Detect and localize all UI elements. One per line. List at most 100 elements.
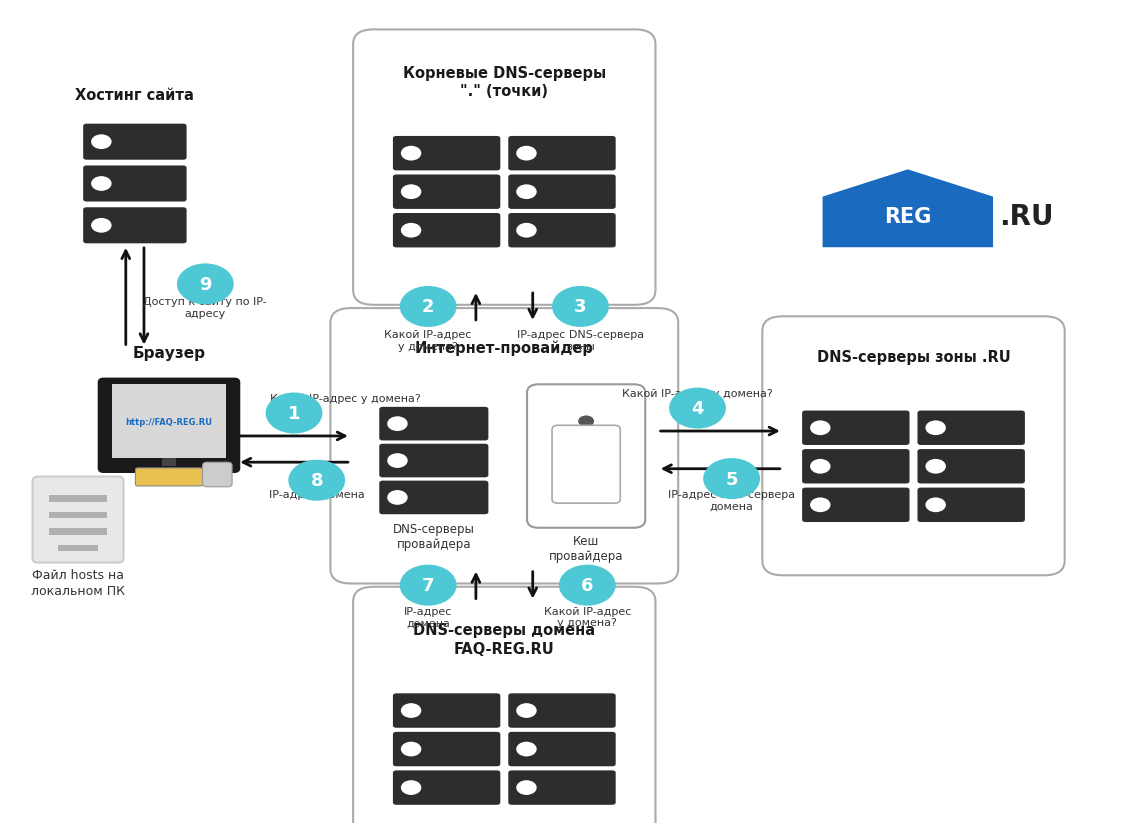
Circle shape bbox=[177, 264, 234, 305]
Text: Кеш
провайдера: Кеш провайдера bbox=[548, 535, 623, 562]
Text: IP-адрес
домена: IP-адрес домена bbox=[404, 606, 452, 628]
Text: 4: 4 bbox=[692, 399, 704, 418]
Text: Какой IP-адрес
у домена?: Какой IP-адрес у домена? bbox=[544, 606, 631, 628]
Circle shape bbox=[92, 218, 111, 233]
Circle shape bbox=[669, 388, 726, 429]
FancyBboxPatch shape bbox=[100, 380, 239, 472]
Text: .RU: .RU bbox=[998, 203, 1053, 231]
Text: 2: 2 bbox=[421, 298, 434, 316]
Polygon shape bbox=[822, 170, 993, 248]
Circle shape bbox=[552, 287, 609, 327]
Text: IP-адрес DNS-сервера
зоны: IP-адрес DNS-сервера зоны bbox=[516, 330, 643, 351]
Bar bbox=[49, 512, 106, 519]
Circle shape bbox=[810, 459, 830, 474]
Text: 6: 6 bbox=[581, 576, 593, 595]
Text: 8: 8 bbox=[310, 471, 323, 490]
FancyBboxPatch shape bbox=[508, 136, 616, 171]
FancyBboxPatch shape bbox=[393, 694, 500, 728]
FancyBboxPatch shape bbox=[379, 444, 489, 478]
FancyBboxPatch shape bbox=[917, 411, 1025, 446]
Circle shape bbox=[925, 498, 946, 513]
Circle shape bbox=[516, 223, 537, 238]
Text: 5: 5 bbox=[726, 470, 737, 488]
Circle shape bbox=[400, 565, 457, 606]
FancyBboxPatch shape bbox=[84, 208, 187, 244]
Circle shape bbox=[400, 287, 457, 327]
FancyBboxPatch shape bbox=[393, 732, 500, 767]
Circle shape bbox=[387, 454, 408, 468]
Bar bbox=[163, 447, 176, 466]
Circle shape bbox=[92, 177, 111, 192]
Bar bbox=[112, 385, 226, 458]
Circle shape bbox=[516, 703, 537, 718]
Text: http://FAQ-REG.RU: http://FAQ-REG.RU bbox=[126, 417, 213, 426]
FancyBboxPatch shape bbox=[393, 175, 500, 210]
Circle shape bbox=[401, 223, 421, 238]
Text: Интернет-провайдер: Интернет-провайдер bbox=[414, 340, 594, 356]
Circle shape bbox=[401, 185, 421, 200]
FancyBboxPatch shape bbox=[508, 213, 616, 248]
FancyBboxPatch shape bbox=[527, 385, 646, 528]
Text: IP-адрес DNS-сервера
домена: IP-адрес DNS-сервера домена bbox=[668, 490, 795, 511]
Circle shape bbox=[401, 703, 421, 718]
Circle shape bbox=[810, 421, 830, 436]
Circle shape bbox=[516, 146, 537, 161]
FancyBboxPatch shape bbox=[393, 136, 500, 171]
Text: 3: 3 bbox=[574, 298, 586, 316]
Circle shape bbox=[703, 458, 760, 500]
FancyBboxPatch shape bbox=[203, 462, 232, 487]
FancyBboxPatch shape bbox=[508, 732, 616, 767]
FancyBboxPatch shape bbox=[917, 450, 1025, 484]
FancyBboxPatch shape bbox=[508, 771, 616, 805]
FancyBboxPatch shape bbox=[803, 450, 909, 484]
Text: REG: REG bbox=[884, 207, 932, 227]
Text: Какой IP-адрес у домена?: Какой IP-адрес у домена? bbox=[270, 394, 420, 404]
Text: 9: 9 bbox=[199, 275, 212, 294]
Text: Доступ к сайту по IP-
адресу: Доступ к сайту по IP- адресу bbox=[143, 297, 267, 318]
Circle shape bbox=[92, 135, 111, 150]
FancyBboxPatch shape bbox=[508, 175, 616, 210]
FancyBboxPatch shape bbox=[763, 317, 1065, 576]
FancyBboxPatch shape bbox=[331, 308, 678, 584]
FancyBboxPatch shape bbox=[803, 411, 909, 446]
FancyBboxPatch shape bbox=[379, 481, 489, 514]
Circle shape bbox=[559, 565, 616, 606]
Text: DNS-серверы зоны .RU: DNS-серверы зоны .RU bbox=[816, 350, 1010, 365]
FancyBboxPatch shape bbox=[393, 213, 500, 248]
Bar bbox=[58, 545, 98, 552]
Circle shape bbox=[516, 780, 537, 795]
FancyBboxPatch shape bbox=[508, 694, 616, 728]
Text: 7: 7 bbox=[421, 576, 434, 595]
Text: Какой IP-адрес
у домена?: Какой IP-адрес у домена? bbox=[385, 330, 472, 351]
FancyBboxPatch shape bbox=[32, 477, 124, 563]
FancyBboxPatch shape bbox=[379, 408, 489, 441]
Text: Браузер: Браузер bbox=[133, 346, 205, 361]
Circle shape bbox=[925, 421, 946, 436]
Circle shape bbox=[401, 742, 421, 757]
Text: Файл hosts на
локальном ПК: Файл hosts на локальном ПК bbox=[31, 569, 125, 598]
Text: Какой IP-адрес у домена?: Какой IP-адрес у домена? bbox=[622, 389, 773, 399]
FancyBboxPatch shape bbox=[803, 488, 909, 523]
FancyBboxPatch shape bbox=[552, 426, 621, 504]
Text: 1: 1 bbox=[287, 404, 300, 423]
Circle shape bbox=[266, 393, 323, 434]
Circle shape bbox=[401, 146, 421, 161]
FancyBboxPatch shape bbox=[917, 488, 1025, 523]
FancyBboxPatch shape bbox=[353, 31, 655, 305]
Circle shape bbox=[810, 498, 830, 513]
Bar bbox=[49, 528, 106, 535]
Circle shape bbox=[401, 780, 421, 795]
Circle shape bbox=[289, 460, 345, 501]
FancyBboxPatch shape bbox=[84, 125, 187, 160]
Circle shape bbox=[516, 742, 537, 757]
Text: Корневые DNS-серверы
"." (точки): Корневые DNS-серверы "." (точки) bbox=[403, 65, 606, 99]
FancyBboxPatch shape bbox=[135, 468, 203, 486]
Bar bbox=[49, 495, 106, 502]
Circle shape bbox=[925, 459, 946, 474]
FancyBboxPatch shape bbox=[393, 771, 500, 805]
Circle shape bbox=[387, 490, 408, 505]
Circle shape bbox=[387, 417, 408, 432]
Text: Хостинг сайта: Хостинг сайта bbox=[76, 88, 195, 103]
Text: DNS-серверы
провайдера: DNS-серверы провайдера bbox=[393, 523, 475, 550]
Circle shape bbox=[516, 185, 537, 200]
